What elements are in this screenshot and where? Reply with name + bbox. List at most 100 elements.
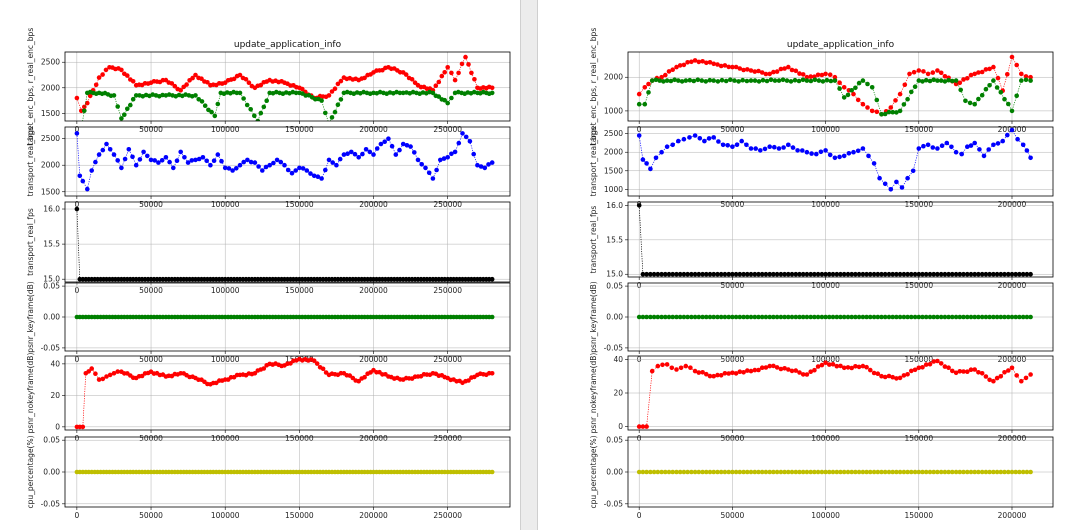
data-point (297, 165, 302, 171)
x-tick-label: 250000 (433, 511, 462, 520)
data-point (763, 271, 769, 277)
data-point (797, 314, 802, 320)
plot-area (636, 127, 1033, 192)
data-point (679, 79, 685, 84)
data-point (979, 69, 985, 75)
data-point (452, 77, 458, 83)
data-point (767, 469, 772, 475)
data-point (983, 86, 989, 92)
data-point (983, 67, 989, 72)
data-point (700, 271, 705, 277)
data-point (959, 151, 964, 157)
data-point (338, 97, 344, 102)
data-point (670, 469, 675, 475)
data-point (797, 271, 802, 277)
data-point (252, 160, 258, 165)
data-point (659, 314, 664, 320)
data-point (942, 79, 948, 84)
y-tick-label: 40 (613, 355, 623, 364)
data-point (139, 373, 145, 379)
data-point (823, 314, 828, 320)
data-point (812, 469, 817, 475)
data-point (96, 152, 102, 157)
data-point (771, 363, 776, 369)
data-point (793, 314, 799, 320)
data-point (356, 155, 362, 160)
data-point (718, 469, 724, 475)
data-point (1028, 78, 1033, 83)
data-point (871, 271, 877, 277)
plot-area (636, 314, 1033, 320)
data-point (819, 72, 825, 78)
data-point (957, 369, 963, 374)
data-point (442, 70, 448, 75)
y-tick-label: 15.0 (43, 275, 60, 284)
data-point (856, 80, 862, 86)
data-point (991, 469, 996, 475)
data-point (756, 314, 761, 320)
data-point (866, 153, 871, 159)
data-point (1019, 378, 1024, 384)
data-point (241, 96, 246, 101)
data-point (851, 91, 856, 97)
plot-area (74, 54, 495, 121)
data-point (912, 469, 918, 475)
data-point (449, 95, 454, 101)
data-point (961, 369, 966, 374)
data-point (489, 85, 495, 91)
data-point (258, 110, 264, 116)
data-point (874, 97, 880, 103)
y-tick-label: 40 (50, 359, 60, 368)
data-point (644, 424, 649, 429)
data-point (256, 164, 261, 169)
data-point (653, 77, 659, 83)
data-point (715, 79, 721, 84)
data-point (719, 77, 725, 83)
y-tick-label: -0.05 (41, 343, 61, 352)
data-point (463, 134, 469, 140)
data-point (449, 70, 454, 76)
data-point (976, 96, 981, 102)
data-point (846, 151, 852, 156)
y-tick-label: 16.0 (43, 205, 60, 214)
data-point (994, 271, 1000, 277)
data-point (808, 469, 813, 475)
data-point (774, 271, 780, 277)
data-point (659, 271, 664, 277)
data-point (752, 367, 758, 373)
data-point (925, 71, 931, 77)
data-point (341, 152, 347, 157)
data-point (935, 358, 940, 364)
data-point (326, 93, 332, 98)
data-point (704, 371, 709, 377)
data-point (119, 116, 124, 121)
data-point (1028, 74, 1033, 80)
data-point (1013, 469, 1018, 475)
data-point (979, 469, 985, 475)
data-point (923, 271, 929, 277)
data-point (1024, 271, 1030, 277)
data-point (808, 369, 813, 375)
data-point (82, 108, 87, 114)
data-point (463, 54, 468, 60)
data-point (953, 81, 959, 87)
data-point (827, 469, 832, 475)
data-point (834, 271, 840, 277)
data-point (1017, 271, 1022, 277)
series-line (638, 56, 1031, 115)
data-point (640, 157, 646, 162)
data-point (185, 160, 191, 165)
x-tick-label: 200000 (359, 511, 388, 520)
data-point (442, 97, 448, 103)
data-point (93, 159, 98, 165)
data-point (823, 148, 828, 153)
data-point (363, 147, 369, 152)
data-point (1009, 108, 1015, 114)
data-point (666, 314, 672, 320)
data-point (864, 364, 869, 370)
data-point (986, 147, 991, 152)
data-point (927, 78, 933, 84)
data-point (967, 100, 973, 106)
data-point (838, 469, 843, 475)
data-point (812, 77, 818, 83)
